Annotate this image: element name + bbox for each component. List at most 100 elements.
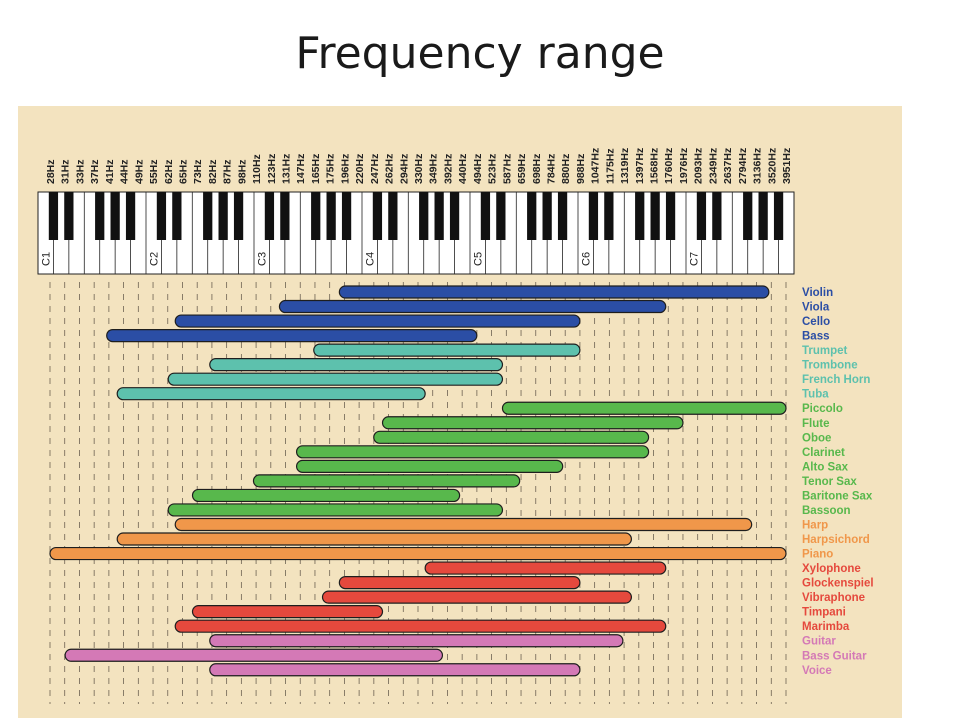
range-bar-glockenspiel [338, 576, 581, 590]
frequency-tick-label: 65Hz [177, 159, 189, 184]
range-bar-viola [278, 299, 667, 314]
range-bar-harp [174, 517, 753, 532]
instrument-label-cello: Cello [802, 316, 830, 328]
black-key [172, 192, 182, 240]
frequency-tick-label: 55Hz [148, 159, 160, 184]
black-key [434, 192, 444, 240]
instrument-label-harp: Harp [802, 519, 828, 531]
instrument-label-voice: Voice [802, 665, 832, 677]
instrument-label-timpani: Timpani [802, 607, 846, 619]
range-bar-piano [49, 546, 787, 561]
instrument-label-piccolo: Piccolo [802, 403, 843, 415]
black-key [480, 192, 491, 240]
frequency-tick-label: 110Hz [251, 154, 263, 184]
frequency-tick-label: 82Hz [207, 159, 219, 184]
black-key [125, 192, 136, 240]
frequency-tick-label: 294Hz [398, 154, 410, 184]
frequency-tick-label: 2637Hz [722, 148, 734, 184]
frequency-tick-label: 41Hz [104, 159, 116, 184]
instrument-label-harpsichord: Harpsichord [802, 534, 870, 546]
range-bar-bassoon [167, 503, 504, 517]
range-bar-cello [174, 314, 581, 328]
black-key [635, 192, 645, 240]
black-key [156, 192, 167, 240]
frequency-tick-label: 587Hz [501, 154, 513, 184]
frequency-tick-label: 1319Hz [619, 148, 631, 184]
black-key [527, 192, 537, 240]
frequency-tick-label: 147Hz [295, 154, 307, 184]
page-title: Frequency range [295, 28, 665, 79]
instrument-label-bassoon: Bassoon [802, 505, 851, 517]
black-key [542, 192, 552, 240]
frequency-tick-label: 659Hz [516, 154, 528, 184]
frequency-tick-label: 1760Hz [663, 148, 675, 184]
black-key [341, 192, 352, 240]
instrument-label-trombone: Trombone [802, 360, 858, 372]
frequency-tick-label: 87Hz [222, 159, 234, 184]
frequency-tick-label: 220Hz [354, 154, 366, 184]
range-bar-french-horn [167, 372, 504, 386]
frequency-tick-label: 3520Hz [766, 148, 778, 184]
range-bar-trumpet [313, 343, 581, 357]
frequency-tick-label: 196Hz [339, 154, 351, 184]
instrument-label-xylophone: Xylophone [802, 563, 861, 575]
octave-label-c3: C3 [257, 252, 269, 266]
instrument-label-clarinet: Clarinet [802, 447, 845, 459]
frequency-tick-label: 988Hz [575, 154, 587, 184]
black-key [496, 192, 506, 240]
range-bar-violin [338, 285, 770, 299]
frequency-tick-label: 330Hz [413, 154, 425, 184]
octave-label-c2: C2 [149, 252, 161, 266]
frequency-tick-label: 262Hz [384, 154, 396, 184]
range-bars [49, 285, 787, 677]
octave-label-c7: C7 [689, 252, 701, 266]
range-bar-bass [106, 328, 478, 343]
frequency-tick-label: 698Hz [531, 154, 543, 184]
frequency-tick-label: 1976Hz [678, 148, 690, 184]
instrument-label-glockenspiel: Glockenspiel [802, 578, 874, 590]
black-key [449, 192, 460, 240]
frequency-tick-label: 1047Hz [590, 148, 602, 184]
instrument-label-bass: Bass [802, 331, 830, 343]
instrument-labels: Violin Viola Cello Bass Trumpet Trombone Frenc… [802, 287, 874, 677]
range-bar-vibraphone [321, 590, 633, 604]
instrument-label-vibraphone: Vibraphone [802, 592, 865, 604]
frequency-tick-label: 131Hz [281, 154, 293, 184]
instrument-label-flute: Flute [802, 418, 829, 430]
black-key [696, 192, 707, 240]
frequency-tick-label: 49Hz [133, 159, 145, 184]
frequency-tick-label: 62Hz [163, 159, 175, 184]
range-bar-oboe [373, 430, 650, 444]
range-bar-harpsichord [116, 532, 633, 546]
black-key [665, 192, 676, 240]
range-bar-trombone [209, 358, 504, 372]
black-key [388, 192, 398, 240]
instrument-label-marimba: Marimba [802, 621, 850, 633]
frequency-tick-label: 1568Hz [649, 148, 661, 184]
chart-panel: 28Hz 31Hz 33Hz 37Hz 41Hz 44Hz 49Hz 55Hz 62Hz 65Hz… [18, 106, 902, 718]
range-bar-bass-guitar [64, 648, 444, 662]
black-key [218, 192, 228, 240]
range-bar-marimba [174, 619, 667, 633]
range-bar-flute [381, 416, 684, 430]
frequency-gridlines [49, 282, 787, 704]
black-key [758, 192, 768, 240]
instrument-label-bass-guitar: Bass Guitar [802, 650, 867, 662]
frequency-range-chart: 28Hz 31Hz 33Hz 37Hz 41Hz 44Hz 49Hz 55Hz 62Hz 65Hz… [37, 148, 874, 704]
frequency-tick-label: 1175Hz [604, 148, 616, 184]
frequency-tick-label: 175Hz [325, 154, 337, 184]
frequency-tick-label: 98Hz [236, 159, 248, 184]
frequency-tick-label: 349Hz [428, 154, 440, 184]
black-key [557, 192, 568, 240]
black-key [203, 192, 213, 240]
range-bar-clarinet [295, 445, 650, 459]
black-key [372, 192, 383, 240]
piano-keyboard [37, 191, 795, 275]
range-bar-alto-sax [295, 459, 564, 473]
frequency-tick-label: 392Hz [442, 154, 454, 184]
black-key [650, 192, 660, 240]
instrument-label-tuba: Tuba [802, 389, 829, 401]
black-key [48, 192, 59, 240]
range-bar-tuba [116, 387, 426, 401]
instrument-label-oboe: Oboe [802, 432, 831, 444]
